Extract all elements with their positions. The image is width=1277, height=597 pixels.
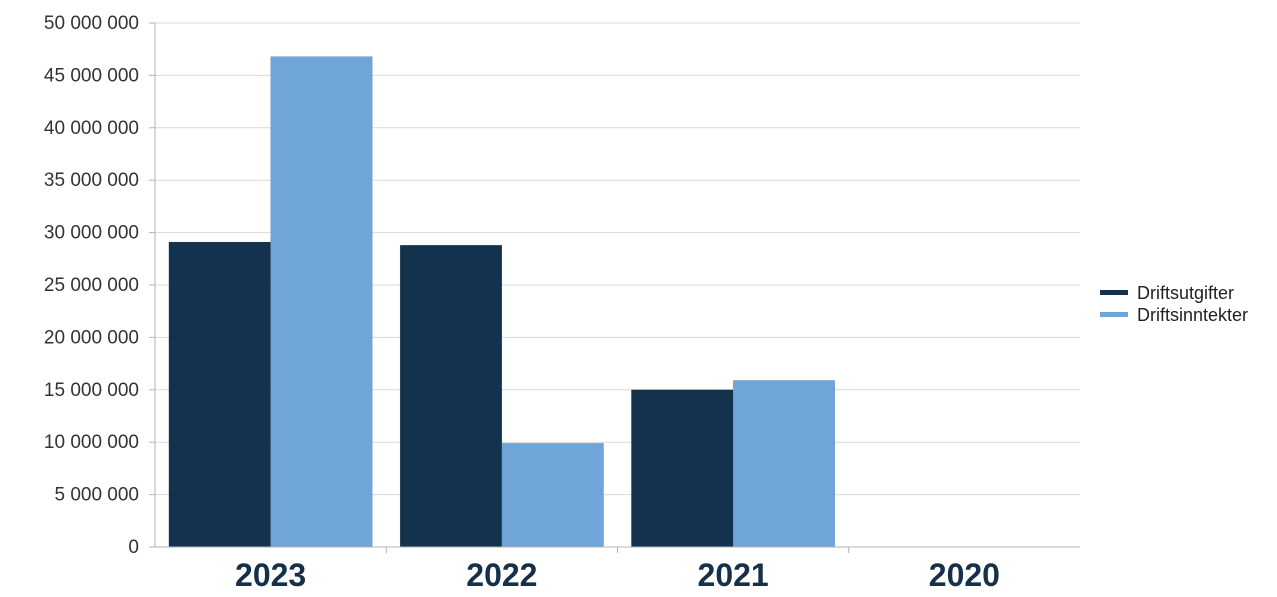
bar-driftsinntekter-2021: [732, 380, 836, 548]
legend-label: Driftsinntekter: [1137, 305, 1248, 325]
x-tick-label: 2023: [235, 557, 306, 593]
x-tick-label: 2021: [698, 557, 769, 593]
bar-driftsutgifter-2022: [399, 244, 503, 548]
y-tick-label: 20 000 000: [44, 327, 139, 348]
y-tick-label: 15 000 000: [44, 380, 139, 401]
legend-swatch: [1100, 312, 1128, 317]
y-tick-label: 25 000 000: [44, 275, 139, 296]
bars-layer: [168, 56, 836, 548]
y-tick-label: 0: [128, 537, 139, 558]
x-tick-label: 2020: [929, 557, 1000, 593]
y-tick-label: 35 000 000: [44, 170, 139, 191]
x-axis-ticks: 2023 2022 2021 2020: [235, 557, 1000, 593]
bar-driftsutgifter-2023: [168, 241, 271, 548]
bar-driftsutgifter-2021: [631, 389, 734, 548]
bar-driftsinntekter-2023: [270, 56, 373, 548]
y-tick-label: 30 000 000: [44, 223, 139, 244]
y-tick-label: 45 000 000: [44, 65, 139, 86]
y-tick-label: 50 000 000: [44, 13, 139, 34]
legend-label: Driftsutgifter: [1137, 283, 1234, 303]
y-tick-label: 40 000 000: [44, 118, 139, 139]
y-tick-label: 5 000 000: [54, 485, 139, 506]
y-tick-label: 10 000 000: [44, 432, 139, 453]
y-axis-ticks: 0 5 000 000 10 000 000 15 000 000 20 000 000…: [44, 13, 139, 558]
x-tick-label: 2022: [466, 557, 537, 593]
legend-swatch: [1100, 290, 1128, 295]
axis-layer: [149, 22, 1080, 553]
bar-driftsinntekter-2022: [501, 442, 604, 548]
